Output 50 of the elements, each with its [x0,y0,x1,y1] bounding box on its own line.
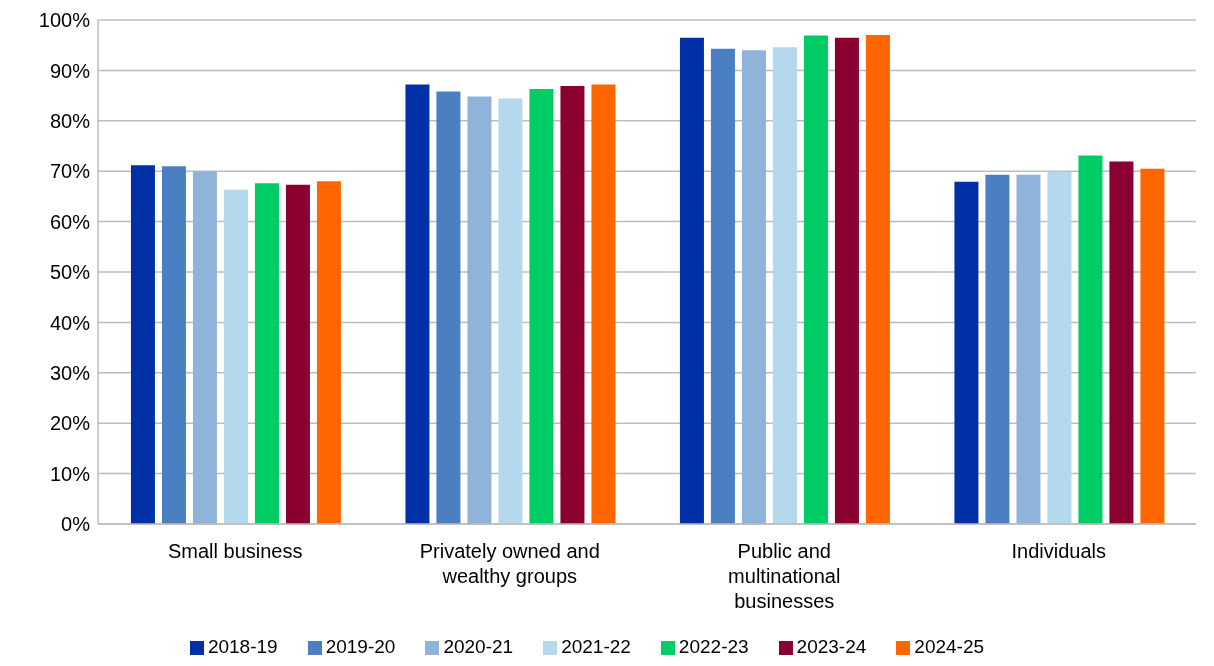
x-tick-label: Individuals [1011,540,1107,562]
legend-label: 2021-22 [561,636,631,657]
bar [1109,161,1134,524]
x-tick-label: Privately owned and wealthy groups [419,540,600,587]
bar [405,84,430,524]
bar [223,189,248,524]
y-tick-label: 80% [49,109,91,132]
bar [436,91,461,524]
bar [1078,155,1103,524]
bar [316,181,341,524]
y-tick-label: 100% [38,9,91,32]
y-tick-label: 20% [49,412,91,435]
bar [1140,168,1165,524]
legend-label: 2018-19 [207,636,278,657]
bar [741,50,766,524]
bar [130,165,155,524]
bar [1016,174,1041,524]
legend-label: 2019-20 [325,636,396,657]
y-tick-label: 0% [61,513,91,536]
legend-label: 2022-23 [678,636,749,657]
bar [865,35,890,524]
legend-label: 2024-25 [914,636,985,657]
y-tick-label: 40% [49,311,91,334]
legend-label: 2020-21 [443,636,514,657]
x-tick-label: Small business [167,540,303,562]
bar [710,48,735,524]
bar [192,171,217,524]
bar [803,35,828,524]
y-tick-label: 50% [49,261,91,284]
legend-label: 2023-24 [796,636,867,657]
y-tick-label: 60% [49,210,91,233]
bar [467,96,492,524]
y-tick-label: 70% [49,160,91,183]
bar [679,37,704,524]
bar [560,86,585,524]
bar [254,183,279,524]
y-tick-label: 10% [49,462,91,485]
bar [772,47,797,524]
bar [954,181,979,524]
bar [285,184,310,524]
bar [498,98,523,524]
y-tick-label: 30% [49,361,91,384]
bar [161,166,186,524]
bar [834,37,859,524]
y-tick-label: 90% [49,59,91,82]
bar [591,84,616,524]
x-tick-label: Public and multinational businesses [728,540,841,612]
bar [529,89,554,524]
bar [985,174,1010,524]
bar [1047,171,1072,524]
